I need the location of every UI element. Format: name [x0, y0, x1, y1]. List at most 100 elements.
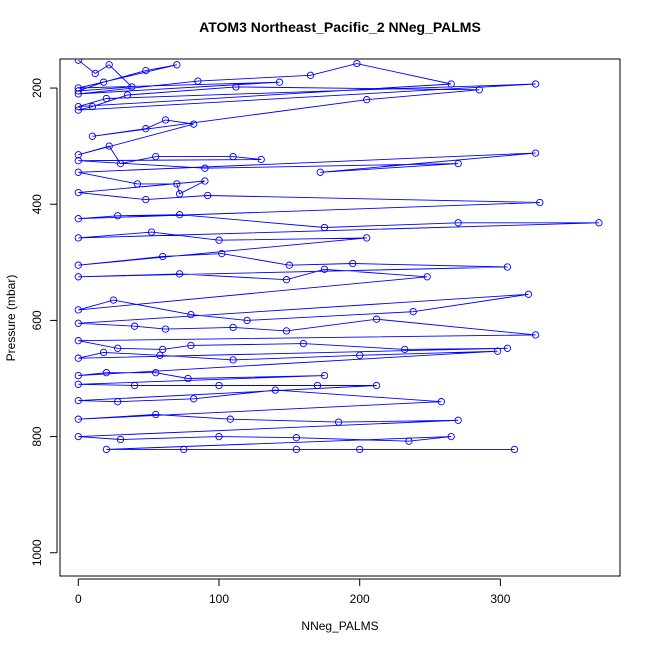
data-point: [180, 445, 188, 454]
data-point: [215, 432, 223, 441]
data-point: [409, 308, 417, 316]
data-point: [102, 94, 111, 103]
y-tick-label: 800: [30, 426, 44, 446]
data-point: [229, 152, 237, 161]
data-point: [257, 155, 265, 164]
data-point: [437, 398, 445, 406]
data-point: [356, 445, 364, 454]
data-point: [531, 331, 540, 339]
data-point: [226, 415, 234, 423]
series-line: [78, 59, 599, 450]
data-point: [74, 273, 82, 281]
data-point: [74, 106, 82, 114]
data-point: [142, 66, 150, 75]
data-point: [232, 83, 240, 91]
data-point: [187, 310, 195, 319]
data-point: [114, 398, 122, 406]
data-point: [102, 369, 111, 377]
data-point: [74, 234, 82, 242]
data-point: [147, 228, 156, 236]
data-point: [285, 261, 293, 269]
data-point: [204, 191, 212, 200]
x-axis-label: NNeg_PALMS: [301, 619, 379, 633]
data-point: [536, 198, 544, 207]
data-point: [372, 315, 381, 323]
data-point: [142, 125, 150, 133]
data-point: [184, 374, 192, 383]
data-point: [503, 263, 512, 271]
data-point: [175, 211, 184, 219]
data-point: [194, 77, 202, 85]
data-point: [161, 325, 170, 333]
data-point: [114, 344, 122, 352]
data-point: [175, 270, 184, 278]
series-group: [74, 59, 603, 454]
data-point: [320, 265, 329, 273]
data-point: [271, 386, 279, 394]
data-point: [175, 190, 184, 198]
data-point: [524, 290, 533, 298]
y-tick-label: 600: [30, 310, 44, 330]
data-point: [243, 316, 251, 325]
data-point: [454, 219, 462, 227]
data-point: [201, 164, 209, 172]
data-point: [363, 234, 371, 242]
data-point: [282, 276, 291, 284]
data-point: [190, 395, 198, 403]
data-point: [173, 61, 181, 69]
data-point: [292, 445, 301, 454]
data-point: [74, 261, 82, 269]
data-point: [105, 142, 113, 150]
data-point: [74, 396, 82, 405]
data-point: [74, 151, 82, 159]
data-point: [372, 381, 381, 390]
data-point: [215, 381, 223, 390]
data-point: [88, 132, 97, 140]
data-point: [401, 345, 409, 354]
data-point: [292, 434, 301, 442]
data-point: [142, 195, 150, 204]
data-point: [215, 236, 223, 244]
plot-frame: [59, 58, 621, 577]
data-point: [493, 347, 502, 355]
x-tick-label: 200: [350, 592, 370, 606]
data-point: [190, 120, 198, 128]
data-point: [229, 356, 237, 364]
data-point: [74, 102, 82, 111]
data-point: [74, 432, 82, 441]
data-point: [105, 61, 113, 69]
data-point: [229, 323, 237, 332]
data-point: [299, 339, 308, 348]
data-point: [363, 96, 371, 104]
x-tick-label: 300: [490, 592, 510, 606]
data-point: [74, 319, 82, 327]
data-point: [423, 273, 431, 281]
data-point: [405, 437, 413, 445]
x-tick-label: 0: [75, 592, 82, 606]
data-point: [133, 180, 142, 188]
data-point: [173, 180, 181, 188]
data-point: [531, 80, 540, 88]
data-point: [74, 188, 82, 197]
data-point: [102, 445, 111, 454]
data-point: [313, 381, 322, 390]
data-point: [316, 168, 324, 176]
data-point: [130, 322, 139, 330]
data-point: [116, 159, 125, 168]
y-tick-label: 200: [30, 78, 44, 98]
y-tick-label: 1000: [30, 539, 44, 566]
data-point: [91, 69, 99, 78]
data-point: [503, 344, 512, 352]
data-point: [74, 168, 82, 176]
data-point: [74, 337, 82, 345]
data-point: [201, 177, 209, 185]
data-point: [356, 351, 364, 359]
data-point: [447, 432, 455, 441]
data-point: [156, 351, 164, 359]
data-point: [74, 215, 82, 223]
data-point: [447, 80, 455, 88]
data-point: [88, 102, 97, 111]
data-point: [159, 252, 167, 261]
data-point: [74, 157, 82, 165]
